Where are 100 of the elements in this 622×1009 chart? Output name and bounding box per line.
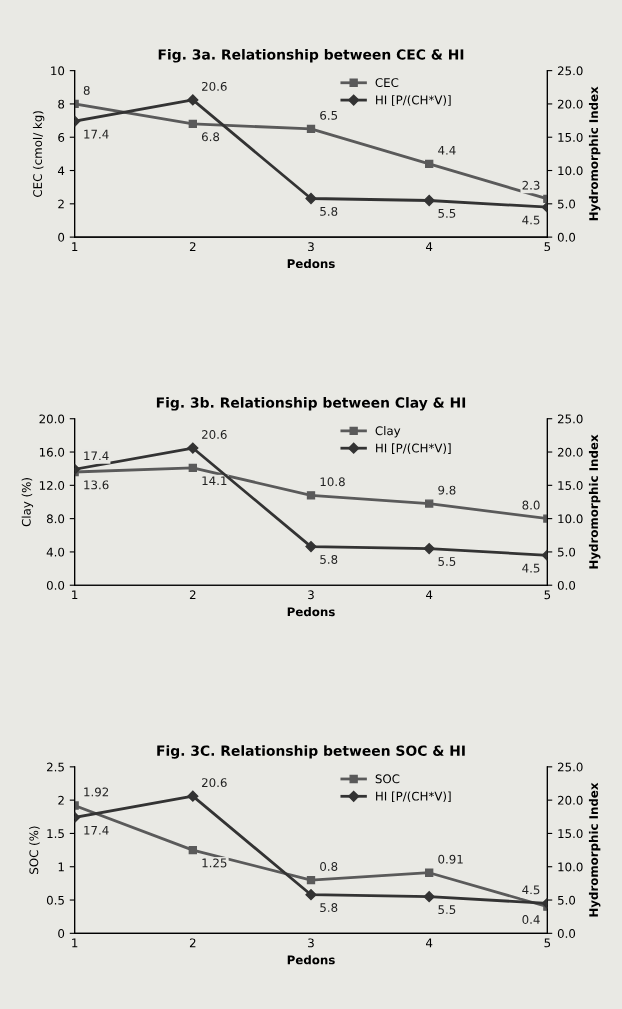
data-label: 2.3 (522, 180, 540, 190)
point (425, 159, 434, 169)
data-label: 8 (83, 85, 90, 95)
legend-label: HI [P/(CH*V)] (376, 443, 451, 454)
y-tick-label: 0.5 (46, 895, 64, 905)
y-tick-label: 8 (58, 99, 65, 109)
x-tick-label: 2 (189, 590, 196, 600)
x-axis-title: Pedons (287, 258, 335, 269)
x-tick-label: 4 (426, 590, 433, 600)
legend-label: HI [P/(CH*V)] (376, 95, 451, 106)
point (305, 889, 317, 901)
x-tick-label: 1 (72, 242, 78, 251)
y2-tick-label: 10.0 (558, 166, 583, 176)
y-axis-title: Clay (%) (21, 478, 34, 527)
y2-tick-label: 10.0 (558, 514, 583, 524)
point (305, 540, 317, 553)
chart-title: Fig. 3a. Relationship between CEC & HI (158, 48, 464, 63)
data-label: 5.5 (438, 557, 456, 566)
x-axis-title: Pedons (287, 607, 335, 617)
data-label: 17.4 (84, 451, 109, 461)
data-label: 17.4 (84, 129, 109, 139)
point (305, 192, 317, 205)
data-label: 0.91 (438, 854, 463, 864)
y2-tick-label: 20.0 (557, 99, 583, 109)
y-tick-label: 0 (58, 929, 65, 938)
point (423, 194, 435, 207)
point (425, 499, 434, 508)
point (306, 124, 316, 134)
legend-label: HI [P/(CH*V)] (376, 791, 451, 802)
point (423, 891, 435, 903)
x-axis-title: Pedons (287, 955, 335, 965)
data-label: 17.4 (84, 825, 109, 835)
data-label: 6.8 (201, 132, 220, 142)
y-tick-label: 8.0 (46, 514, 65, 524)
data-label: 9.8 (438, 485, 456, 495)
x-tick-label: 2 (189, 242, 196, 251)
x-tick-label: 5 (544, 590, 551, 600)
y-tick-label: 0 (58, 232, 65, 242)
data-label: 20.6 (202, 81, 227, 91)
data-label: 4.5 (522, 563, 540, 573)
data-label: 1.92 (84, 787, 109, 797)
data-label: 5.8 (320, 206, 338, 216)
y2-axis-title: Hydromorphic Index (588, 86, 601, 221)
y2-tick-label: 20.0 (557, 447, 583, 457)
y2-tick-label: 0.0 (557, 929, 576, 938)
data-label: 14.1 (202, 476, 227, 485)
point (423, 542, 435, 555)
point (188, 119, 197, 129)
x-tick-label: 1 (72, 938, 78, 948)
legend-label: Clay (375, 426, 401, 438)
point (187, 790, 199, 802)
y2-tick-label: 10.0 (558, 862, 583, 872)
legend-label: CEC (375, 78, 399, 88)
y2-tick-label: 5.0 (557, 895, 576, 905)
y2-tick-label: 20.0 (557, 795, 583, 805)
x-tick-label: 2 (189, 938, 196, 948)
y-tick-label: 0.0 (46, 580, 65, 590)
data-label: 6.5 (320, 110, 338, 120)
data-label: 13.6 (84, 480, 109, 490)
data-label: 4.5 (522, 885, 540, 895)
data-label: 20.6 (202, 778, 227, 788)
data-label: 5.8 (320, 554, 338, 564)
data-label: 5.5 (438, 209, 456, 218)
point (425, 868, 434, 877)
y2-tick-label: 25.0 (557, 414, 583, 424)
data-label: 5.8 (320, 903, 338, 913)
x-tick-label: 4 (426, 242, 433, 251)
y-tick-label: 10 (51, 66, 65, 76)
y2-tick-label: 5.0 (557, 547, 576, 557)
y-tick-label: 4 (57, 166, 65, 176)
x-tick-label: 4 (426, 938, 433, 948)
point (306, 491, 316, 500)
y-tick-label: 2 (58, 795, 64, 805)
y2-axis-title: Hydromorphic Index (588, 434, 601, 569)
y-axis-title: SOC (%) (29, 826, 40, 874)
data-label: 1.25 (202, 858, 227, 868)
y-tick-label: 20.0 (39, 414, 65, 424)
y2-tick-label: 25.0 (557, 762, 583, 772)
point (187, 442, 199, 454)
y-tick-label: 6 (58, 132, 65, 142)
point (306, 875, 316, 885)
y-tick-label: 1 (58, 862, 64, 872)
x-tick-label: 3 (308, 938, 314, 948)
x-tick-label: 3 (308, 590, 314, 600)
y2-tick-label: 15.0 (558, 132, 583, 142)
x-tick-label: 5 (544, 938, 551, 948)
y-axis-title: CEC (cmol/ kg) (32, 111, 45, 197)
point (187, 94, 199, 106)
data-label: 4.4 (438, 146, 456, 155)
y-tick-label: 12.0 (39, 481, 65, 490)
y-tick-label: 2 (58, 199, 64, 209)
y2-tick-label: 0.0 (557, 232, 576, 242)
data-label: 4.5 (522, 215, 540, 225)
x-tick-label: 3 (308, 242, 314, 252)
data-label: 10.8 (320, 477, 345, 487)
data-label: 8.0 (522, 500, 540, 510)
y-tick-label: 16.0 (39, 447, 65, 457)
chart-title: Fig. 3C. Relationship between SOC & HI (157, 745, 465, 759)
y-tick-label: 4.0 (46, 547, 65, 557)
x-tick-label: 1 (72, 590, 78, 600)
